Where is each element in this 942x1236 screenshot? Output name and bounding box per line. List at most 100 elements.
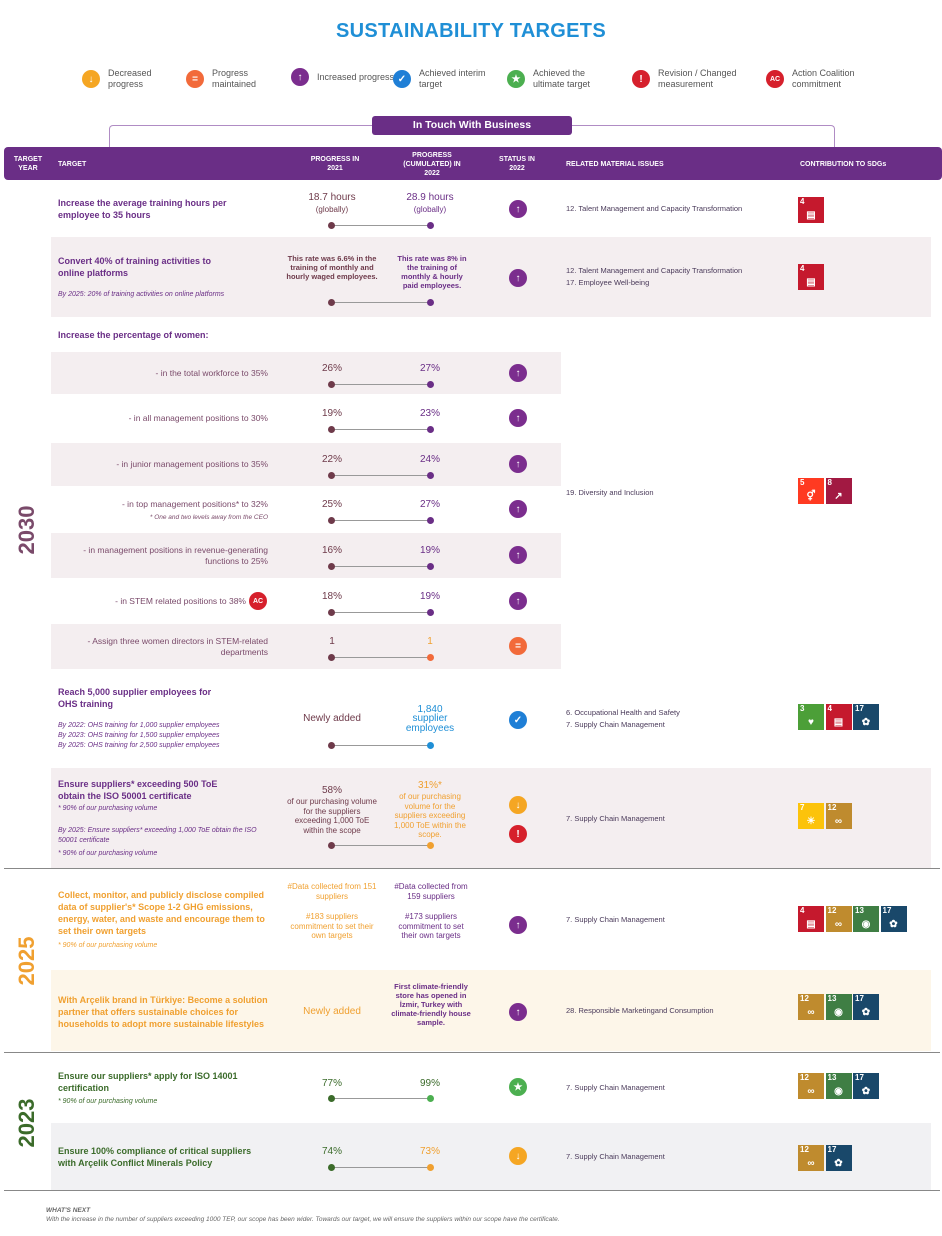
sdg-12-icon: 12 ∞ <box>798 1073 824 1099</box>
target-iso50001: Ensure suppliers* exceeding 500 ToE obta… <box>58 779 218 801</box>
status-increased-icon: ↑ <box>509 592 527 610</box>
status-maintained-icon: = <box>509 637 527 655</box>
progress-dot-2021 <box>328 842 335 849</box>
row-bg <box>51 443 561 486</box>
progress-dot-2021 <box>328 1095 335 1102</box>
progress-dot-2021 <box>328 563 335 570</box>
material-issue: 12. Talent Management and Capacity Trans… <box>566 204 743 213</box>
status-increased-icon: ↑ <box>509 546 527 564</box>
page-title: SUSTAINABILITY TARGETS <box>336 20 606 42</box>
progress-dot-2022 <box>427 654 434 661</box>
sdg-17-icon: 17 ✿ <box>825 1145 852 1171</box>
whats-next-title: WHAT'S NEXT <box>46 1207 91 1214</box>
progress-dot-2022 <box>427 563 434 570</box>
sdg-4-icon: 4 ▤ <box>798 906 824 932</box>
legend-item: ↑ Increased progress <box>291 68 397 86</box>
progress-2021: 18% <box>321 591 342 602</box>
status-revision-icon: ! <box>509 825 527 843</box>
sdg-5-icon: 5 ⚥ <box>798 478 824 504</box>
progress-line <box>331 520 430 521</box>
status-achieved-ultimate-icon: ★ <box>509 1078 527 1096</box>
progress-line <box>331 225 430 226</box>
progress-line <box>331 1098 430 1099</box>
target-training: Increase the average training hours per … <box>58 198 227 220</box>
material-issue: 19. Diversity and Inclusion <box>566 488 654 497</box>
legend-label: Achieved interim target <box>419 68 486 89</box>
status-increased-icon: ↑ <box>509 1003 527 1021</box>
progress-2022-note: of our purchasing volume for the supplie… <box>394 792 466 839</box>
progress-dot-2021 <box>328 1164 335 1171</box>
progress-dot-2022 <box>427 517 434 524</box>
progress-2021-note: of our purchasing volume for the supplie… <box>287 797 377 835</box>
year-2023: 2023 <box>14 1098 39 1148</box>
header-sdgs: CONTRIBUTION TO SDGs <box>800 161 887 168</box>
progress-dot-2021 <box>328 472 335 479</box>
sdg-12-icon: 12 ∞ <box>825 803 852 829</box>
sdg-17-icon: 17 ✿ <box>880 906 907 932</box>
year-divider <box>4 868 940 869</box>
arrow-up-icon: ↑ <box>291 68 309 86</box>
progress-2022: 73% <box>419 1146 440 1157</box>
progress-2022: #Data collected from 159 suppliers <box>394 882 468 901</box>
progress-line <box>331 657 430 658</box>
check-icon: ✓ <box>393 70 411 88</box>
target-iso50001-sub: * 90% of our purchasing volume <box>58 850 158 857</box>
sdg-13-icon: 13 ◉ <box>825 994 852 1020</box>
row-bg <box>51 533 561 578</box>
progress-2022: 27% <box>419 499 440 510</box>
target-ghg-sub: * 90% of our purchasing volume <box>58 942 158 949</box>
progress-2022: 31%* <box>418 780 442 791</box>
sdg-icons: 3 ♥ 4 ▤ 17 ✿ <box>798 704 879 730</box>
target-ohs-sub: By 2023: OHS training for 1,500 supplier… <box>58 732 220 739</box>
row-bg <box>51 352 561 394</box>
women-target-label: - Assign three women directors in STEM-r… <box>87 636 268 657</box>
women-target-label: - in management positions in revenue-gen… <box>83 545 268 566</box>
progress-2021: 25% <box>321 499 342 510</box>
material-issue: 17. Employee Well-being <box>566 278 650 287</box>
sdg-3-icon: 3 ♥ <box>798 704 824 730</box>
progress-line <box>331 429 430 430</box>
women-top-mgmt-note: * One and two levels away from the CEO <box>149 514 268 521</box>
target-iso14001: Ensure our suppliers* apply for ISO 1400… <box>58 1071 238 1093</box>
progress-dot-2021 <box>328 517 335 524</box>
row-bg <box>51 1123 931 1190</box>
status-increased-icon: ↑ <box>509 409 527 427</box>
progress-dot-2021 <box>328 742 335 749</box>
material-issue: 7. Supply Chain Management <box>566 915 665 924</box>
legend-label: Increased progress <box>317 71 395 82</box>
status-increased-icon: ↑ <box>509 200 527 218</box>
sdg-icons: 7 ☀ 12 ∞ <box>798 803 852 829</box>
material-issue: 7. Supply Chain Management <box>566 1083 665 1092</box>
progress-2021: 77% <box>321 1078 342 1089</box>
progress-line <box>331 745 430 746</box>
sdg-icons: 5 ⚥ 8 ↗ <box>798 478 852 504</box>
women-target-label: - in all management positions to 30% <box>128 413 268 423</box>
progress-2022: 19% <box>419 591 440 602</box>
progress-2022: This rate was 8% in the training of mont… <box>397 254 467 290</box>
sdg-4-icon: 4 ▤ <box>798 264 824 290</box>
sdg-13-icon: 13 ◉ <box>825 1073 852 1099</box>
women-target-label: - in STEM related positions to 38% <box>115 596 246 606</box>
status-legend: ↓ Decreased progress = Progress maintained ↑… <box>70 68 900 98</box>
progress-2022: 27% <box>419 363 440 374</box>
sdg-icons: 12 ∞ 13 ◉ 17 ✿ <box>798 1073 879 1099</box>
material-issue: 7. Supply Chain Management <box>566 814 665 823</box>
header-material-issues: RELATED MATERIAL ISSUES <box>566 161 664 168</box>
progress-2022-note: supplier employees <box>405 713 455 734</box>
action-coalition-icon: AC <box>249 592 267 610</box>
year-divider <box>4 1190 940 1191</box>
progress-dot-2022 <box>427 742 434 749</box>
progress-line <box>331 384 430 385</box>
target-women-heading: Increase the percentage of women: <box>58 330 209 340</box>
progress-dot-2021 <box>328 381 335 388</box>
progress-dot-2021 <box>328 426 335 433</box>
header-progress-2021: PROGRESS IN 2021 <box>310 156 360 172</box>
progress-2021: Newly added <box>303 713 361 724</box>
progress-2021: 58% <box>321 785 342 796</box>
progress-2021-note: (globally) <box>315 205 349 214</box>
row-bg <box>51 624 561 669</box>
arrow-down-icon: ↓ <box>82 70 100 88</box>
progress-2022: 28.9 hours <box>406 192 454 203</box>
legend-item: = Progress maintained <box>186 68 292 90</box>
legend-item: AC Action Coalition commitment <box>766 68 872 90</box>
